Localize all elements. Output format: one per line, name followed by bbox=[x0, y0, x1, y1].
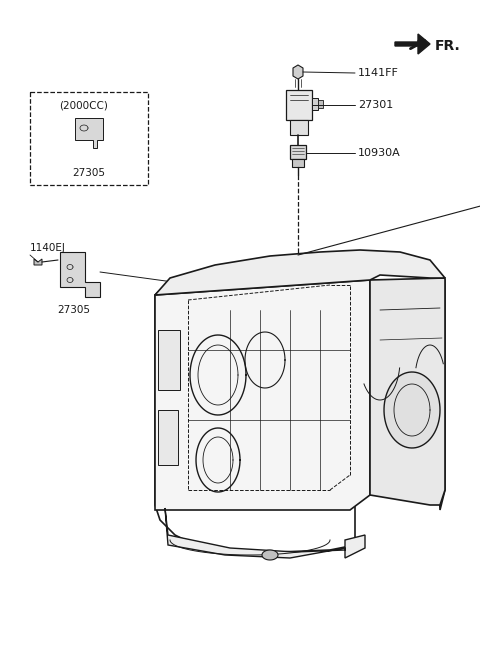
Polygon shape bbox=[155, 258, 445, 552]
Polygon shape bbox=[158, 410, 178, 465]
Polygon shape bbox=[370, 278, 445, 505]
Text: 1140EJ: 1140EJ bbox=[30, 243, 66, 253]
Polygon shape bbox=[395, 34, 430, 54]
Polygon shape bbox=[292, 159, 304, 167]
Polygon shape bbox=[384, 372, 440, 448]
Text: 10930A: 10930A bbox=[358, 148, 401, 158]
Text: 1141FF: 1141FF bbox=[358, 68, 399, 78]
Polygon shape bbox=[60, 252, 100, 297]
Polygon shape bbox=[155, 280, 370, 510]
Polygon shape bbox=[165, 508, 365, 558]
Text: 27305: 27305 bbox=[57, 305, 90, 315]
Text: FR.: FR. bbox=[435, 39, 461, 53]
Polygon shape bbox=[286, 90, 312, 120]
Bar bbox=[30, 92, 148, 185]
Polygon shape bbox=[293, 65, 303, 79]
Polygon shape bbox=[158, 330, 180, 390]
Polygon shape bbox=[290, 120, 308, 135]
Polygon shape bbox=[155, 250, 445, 295]
Polygon shape bbox=[312, 98, 318, 110]
Polygon shape bbox=[290, 145, 306, 159]
Polygon shape bbox=[318, 100, 323, 108]
Polygon shape bbox=[262, 550, 278, 560]
Polygon shape bbox=[75, 118, 103, 148]
Polygon shape bbox=[34, 259, 42, 265]
Text: 27301: 27301 bbox=[358, 100, 393, 110]
Text: 27305: 27305 bbox=[72, 168, 106, 178]
Text: (2000CC): (2000CC) bbox=[60, 101, 108, 111]
